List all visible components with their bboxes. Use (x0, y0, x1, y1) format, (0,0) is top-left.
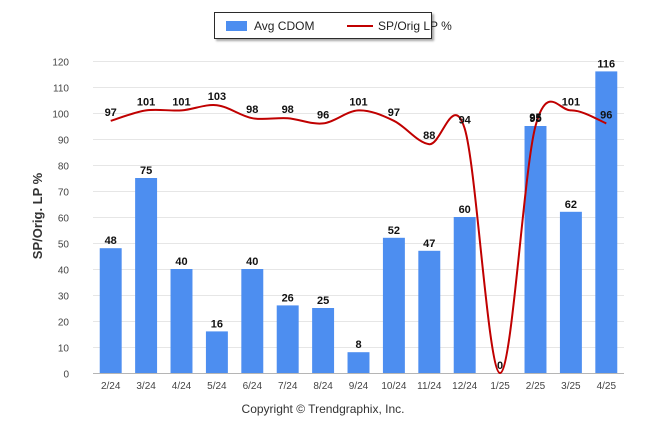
y-tick-label: 90 (58, 136, 70, 147)
x-tick-label: 12/24 (452, 381, 477, 392)
copyright-text: Copyright © Trendgraphix, Inc. (241, 402, 405, 416)
x-tick-label: 8/24 (313, 381, 333, 392)
legend-line-swatch (347, 25, 373, 27)
y-tick-label: 10 (58, 344, 70, 355)
bar (418, 250, 441, 373)
x-tick-label: 4/25 (597, 381, 617, 392)
bar-value-label: 47 (423, 238, 435, 250)
x-tick-label: 7/24 (278, 381, 298, 392)
bar-value-label: 40 (246, 256, 258, 268)
y-tick-label: 40 (58, 266, 70, 277)
line-value-label: 101 (137, 96, 155, 108)
x-tick-label: 1/25 (490, 381, 510, 392)
x-tick-label: 3/25 (561, 381, 581, 392)
legend-bar-label: Avg CDOM (254, 19, 315, 33)
line-value-label: 94 (459, 115, 472, 127)
line-value-label: 88 (423, 130, 435, 142)
bar (170, 269, 193, 373)
x-tick-label: 3/24 (136, 381, 156, 392)
y-tick-label: 60 (58, 214, 70, 225)
data-labels: 48 75 40 16 40 26 25 8 52 47 60 0 95 62 116 97 101 101 103… (105, 58, 616, 372)
x-tick-label: 6/24 (243, 381, 263, 392)
bar-value-label: 95 (529, 113, 541, 125)
y-tick-label: 120 (52, 58, 69, 69)
line-value-label: 95 (529, 112, 541, 124)
y-tick-label: 70 (58, 188, 70, 199)
bar (595, 71, 618, 374)
line-value-label: 96 (317, 109, 329, 121)
bar-series-avg-cdom (99, 71, 618, 374)
line-series-sp-orig-lp (110, 100, 607, 375)
line-value-label: 101 (562, 96, 580, 108)
line-value-label: 103 (208, 91, 226, 103)
bar (312, 308, 335, 373)
line-value-label: 96 (600, 109, 612, 121)
bar (205, 331, 228, 373)
line-value-label: 98 (282, 104, 294, 116)
y-tick-label: 80 (58, 162, 70, 173)
bar (99, 248, 122, 373)
y-tick-label: 30 (58, 292, 70, 303)
bar (453, 217, 476, 373)
bar (241, 269, 264, 373)
line-value-label: 101 (172, 96, 190, 108)
bar-value-label: 116 (597, 58, 615, 70)
line-value-label: 97 (388, 107, 400, 119)
x-tick-label: 2/25 (526, 381, 546, 392)
bar (347, 352, 370, 373)
line-value-label: 97 (105, 107, 117, 119)
bar (524, 126, 547, 373)
y-tick-label: 0 (63, 370, 69, 381)
x-tick-label: 2/24 (101, 381, 121, 392)
series-line (110, 100, 607, 375)
y-axis-ticks: 0 10 20 30 40 50 60 70 80 90 100 110 120 (52, 58, 69, 381)
y-tick-label: 110 (53, 84, 69, 95)
bar-value-label: 48 (105, 235, 117, 247)
x-axis-ticks: 2/24 3/24 4/24 5/24 6/24 7/24 8/24 9/24 10/24 11/… (101, 381, 617, 392)
bar-value-label: 62 (565, 199, 577, 211)
legend: Avg CDOM SP/Orig LP % (214, 12, 452, 39)
y-tick-label: 20 (58, 318, 70, 329)
legend-bar-swatch (226, 21, 247, 31)
bar-value-label: 16 (211, 318, 223, 330)
bar-value-label: 75 (140, 165, 152, 177)
bar-value-label: 8 (355, 339, 361, 351)
line-value-label: 98 (246, 104, 258, 116)
bar (559, 211, 582, 373)
x-tick-label: 10/24 (381, 381, 406, 392)
line-value-label: 101 (349, 96, 367, 108)
bar (135, 178, 158, 373)
bar-value-label: 60 (459, 204, 471, 216)
bar-value-label: 26 (282, 292, 294, 304)
bar (276, 305, 299, 373)
x-tick-label: 9/24 (349, 381, 369, 392)
y-tick-label: 100 (52, 110, 69, 121)
x-tick-label: 11/24 (417, 381, 442, 392)
x-tick-label: 4/24 (172, 381, 192, 392)
bar-value-label: 0 (497, 360, 503, 372)
y-axis-title: SP/Orig. LP % (30, 172, 45, 259)
legend-line-label: SP/Orig LP % (378, 19, 452, 33)
x-tick-label: 5/24 (207, 381, 227, 392)
bar (382, 237, 405, 373)
bar-value-label: 40 (175, 256, 187, 268)
bar-value-label: 25 (317, 295, 329, 307)
bar-value-label: 52 (388, 225, 400, 237)
y-tick-label: 50 (58, 240, 70, 251)
